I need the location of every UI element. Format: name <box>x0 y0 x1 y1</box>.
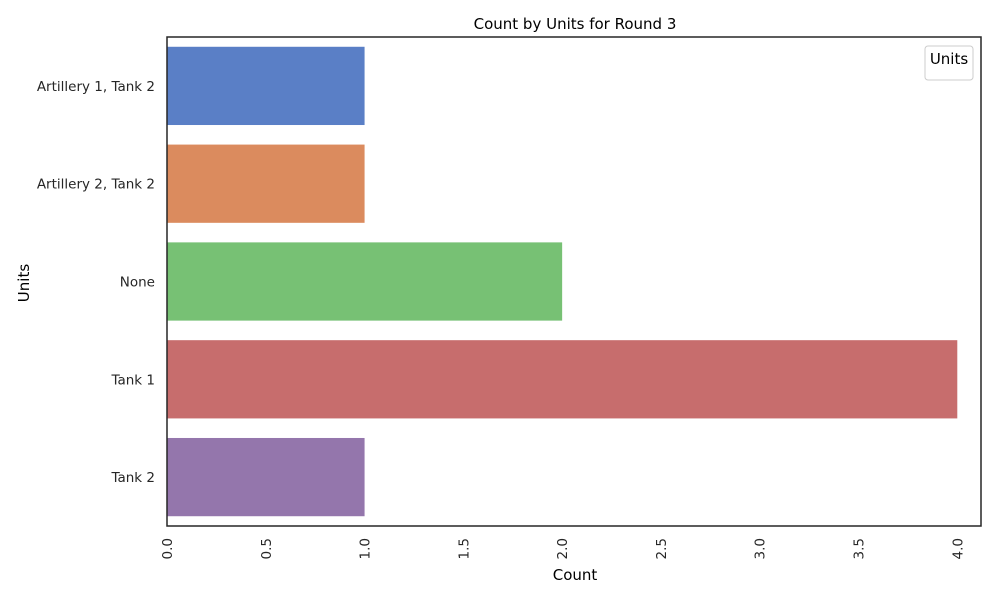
x-tick-label-2: 1.0 <box>358 538 374 559</box>
legend-title: Units <box>930 50 969 68</box>
legend-box <box>924 45 974 81</box>
x-tick-label-0: 0.0 <box>160 538 176 559</box>
bar-1 <box>167 144 365 223</box>
bar-group <box>167 46 958 517</box>
bar-2 <box>167 242 563 321</box>
bar-4 <box>167 437 365 517</box>
y-axis-label: Units <box>15 264 33 303</box>
x-tick-label-5: 2.5 <box>654 538 670 559</box>
y-tick-label-1: Artillery 2, Tank 2 <box>37 177 155 193</box>
x-tick-label-4: 2.0 <box>555 538 571 559</box>
y-tick-label-0: Artillery 1, Tank 2 <box>37 79 155 95</box>
x-tick-label-3: 1.5 <box>456 538 472 559</box>
x-tick-labels: 0.0 0.5 1.0 1.5 2.0 2.5 3.0 3.5 4.0 <box>160 538 966 559</box>
y-tick-label-2: None <box>120 275 155 291</box>
y-tick-label-3: Tank 1 <box>110 372 155 388</box>
plot-frame <box>166 36 982 527</box>
x-tick-label-6: 3.0 <box>753 538 769 559</box>
x-axis-label: Count <box>553 566 598 584</box>
bar-3 <box>167 340 958 419</box>
bar-0 <box>167 46 365 126</box>
x-tick-label-1: 0.5 <box>259 538 275 559</box>
legend: Units <box>924 45 974 81</box>
y-tick-label-4: Tank 2 <box>110 470 155 486</box>
chart-title: Count by Units for Round 3 <box>474 15 677 33</box>
y-tick-labels: Artillery 1, Tank 2 Artillery 2, Tank 2 No… <box>37 79 155 486</box>
x-tick-label-7: 3.5 <box>852 538 868 559</box>
x-tick-label-8: 4.0 <box>950 538 966 559</box>
